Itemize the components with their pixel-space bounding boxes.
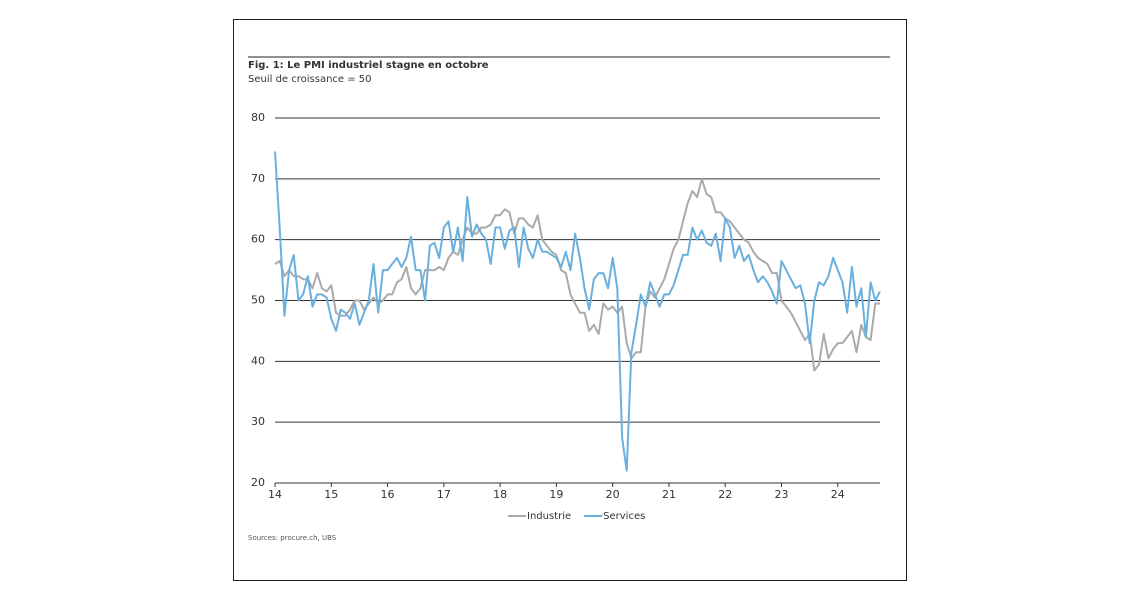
x-tick-label: 21 [662,488,676,501]
source-note: Sources: procure.ch, UBS [248,534,337,542]
x-tick-label: 15 [324,488,338,501]
chart-subtitle: Seuil de croissance = 50 [248,74,372,85]
frame [233,19,907,581]
series-line [274,151,881,472]
y-tick-label: 30 [251,415,265,428]
y-tick-label: 60 [251,233,265,246]
x-tick-label: 23 [775,488,789,501]
y-tick-label: 50 [251,294,265,307]
legend-label: Services [603,511,645,522]
y-tick-label: 80 [251,111,265,124]
x-tick-label: 17 [437,488,451,501]
y-tick-label: 70 [251,172,265,185]
legend-label: Industrie [527,511,571,522]
x-tick-label: 14 [268,488,282,501]
chart-title: Fig. 1: Le PMI industriel stagne en octo… [248,60,489,71]
x-tick-label: 20 [606,488,620,501]
x-tick-label: 18 [493,488,507,501]
x-tick-label: 24 [831,488,845,501]
x-tick-label: 22 [718,488,732,501]
x-tick-label: 16 [381,488,395,501]
y-tick-label: 20 [251,476,265,489]
x-tick-label: 19 [549,488,563,501]
y-tick-label: 40 [251,354,265,367]
